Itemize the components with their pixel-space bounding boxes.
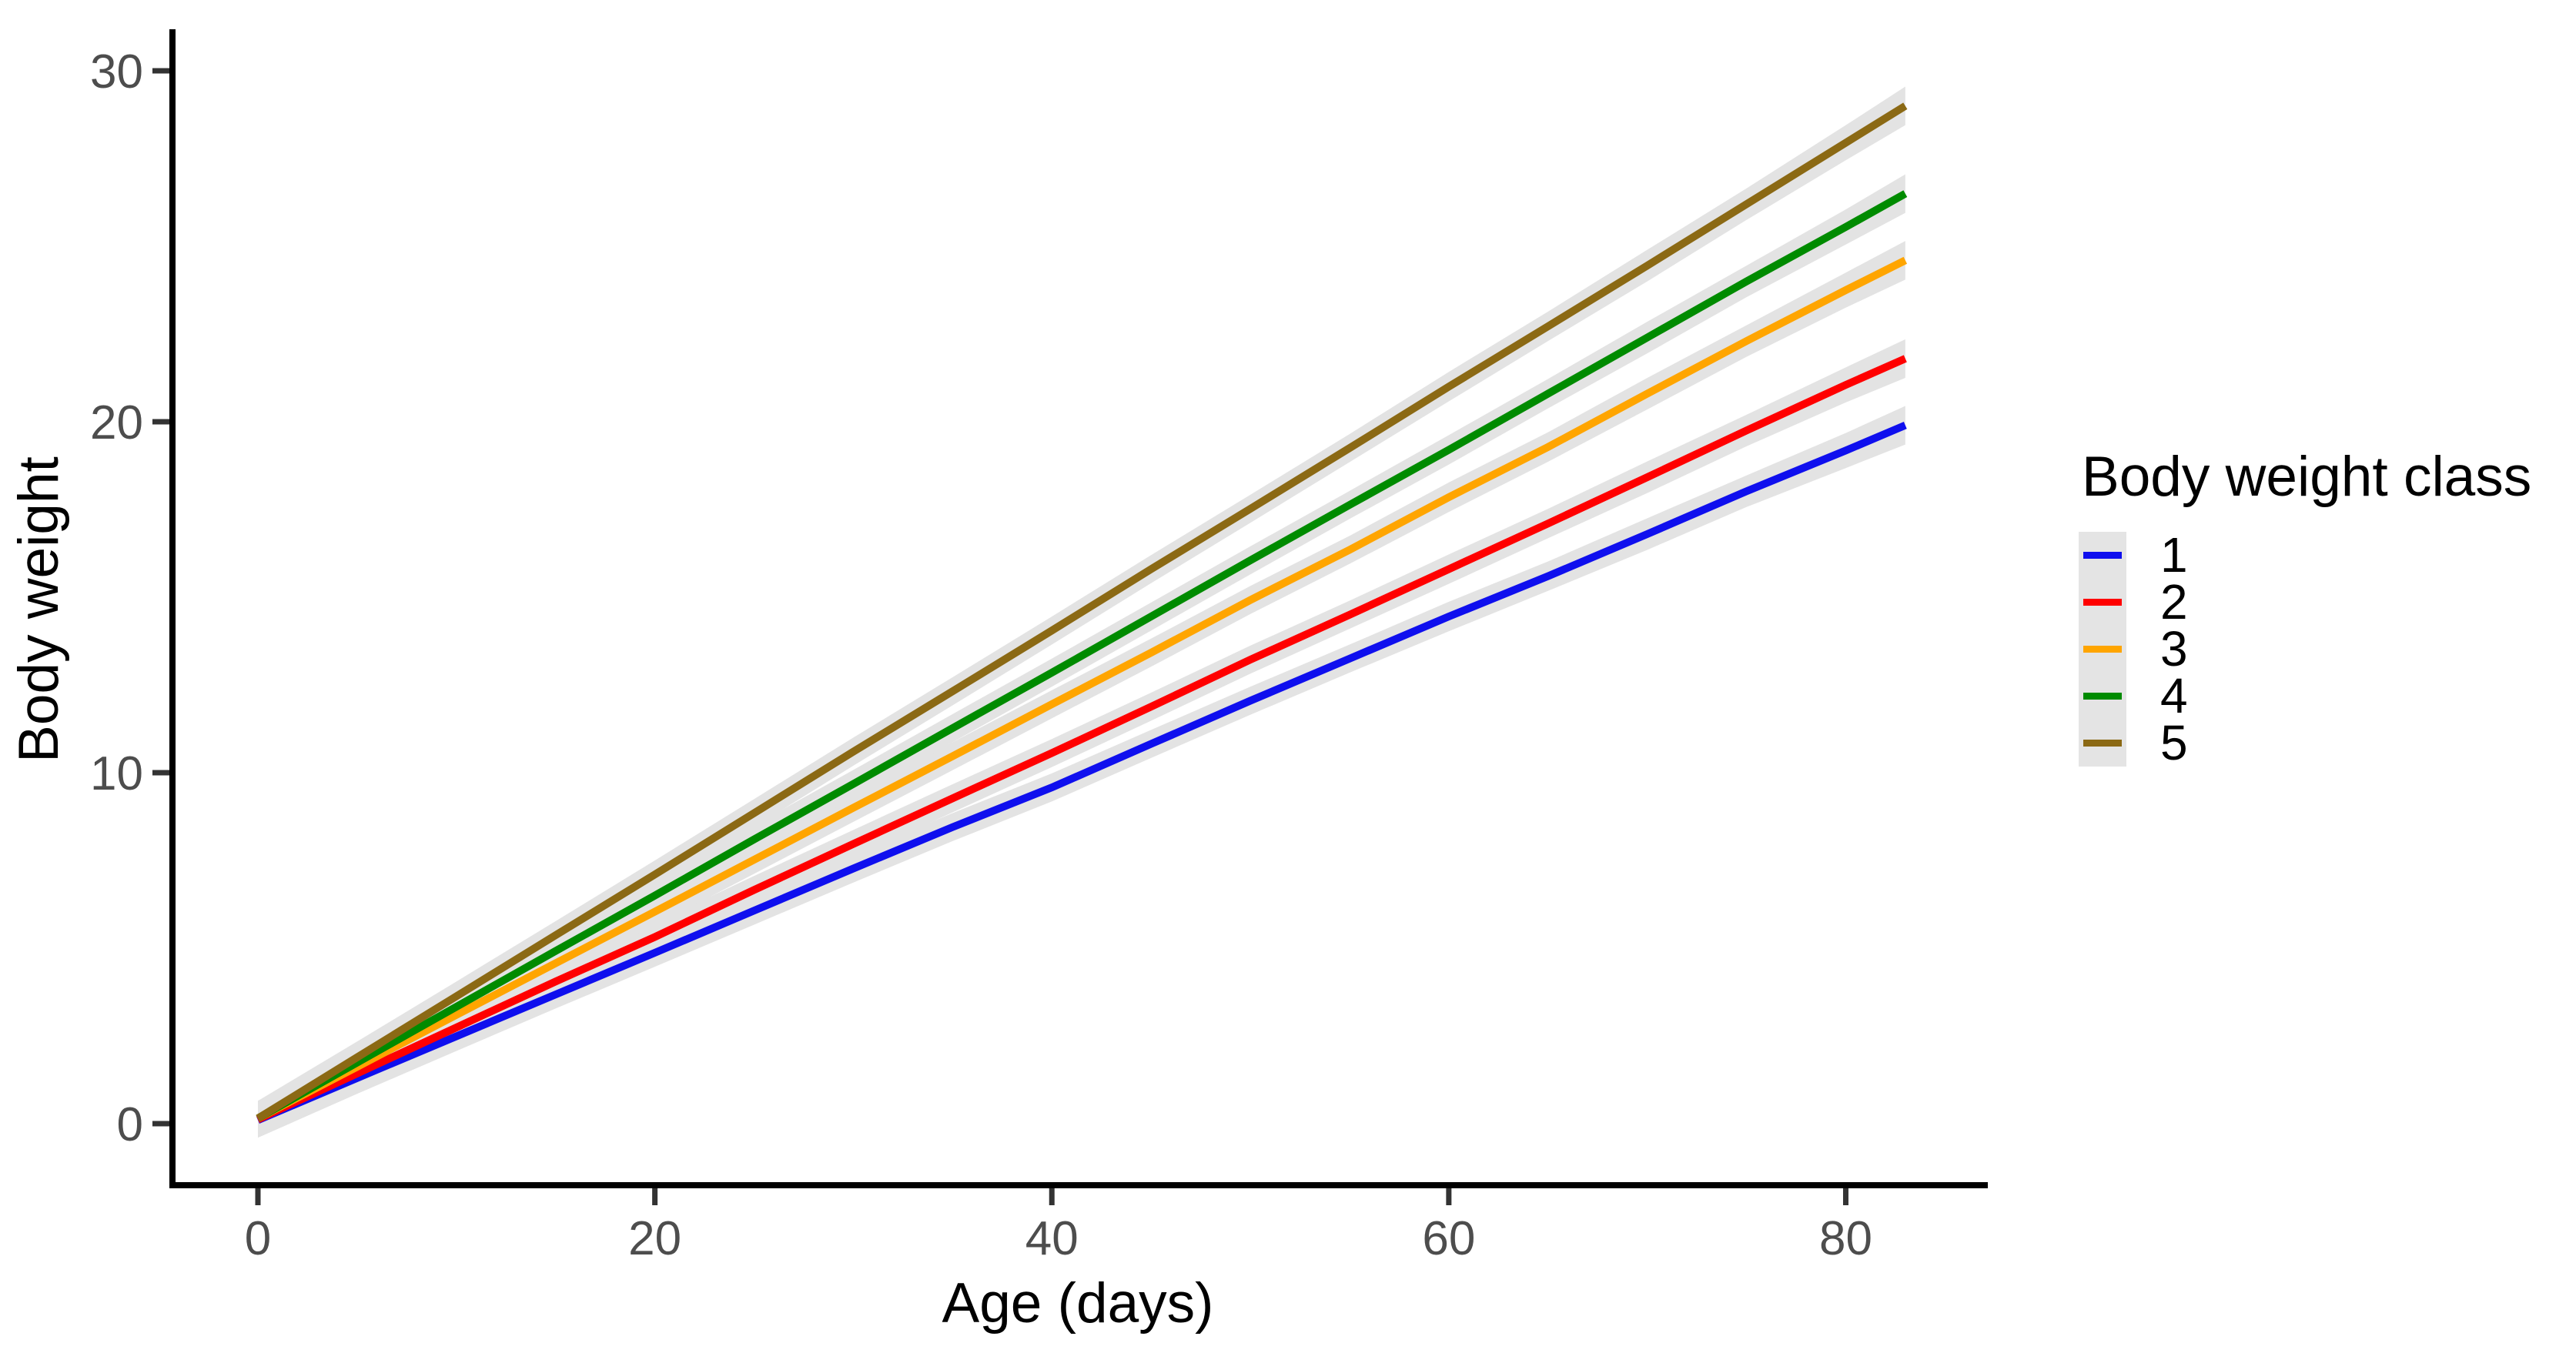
legend-title: Body weight class bbox=[2082, 446, 2532, 508]
y-tick-label-0: 0 bbox=[117, 1098, 143, 1151]
legend-item-1: 1 bbox=[2079, 527, 2531, 583]
legend-key-5 bbox=[2079, 720, 2126, 767]
legend-label-2: 2 bbox=[2160, 574, 2188, 630]
legend-label-4: 4 bbox=[2160, 668, 2188, 723]
legend-item-4: 4 bbox=[2079, 668, 2531, 723]
line-class-3 bbox=[256, 256, 1908, 1122]
legend-label-1: 1 bbox=[2160, 527, 2188, 583]
legend-key-1 bbox=[2079, 532, 2126, 579]
x-tick-label-80: 80 bbox=[1819, 1212, 1872, 1265]
line-class-4 bbox=[256, 190, 1908, 1122]
line-class-1 bbox=[256, 421, 1907, 1124]
series-lines bbox=[256, 102, 1908, 1124]
line-class-5 bbox=[256, 102, 1908, 1122]
legend-item-3: 3 bbox=[2079, 621, 2531, 676]
legend-key-4 bbox=[2079, 673, 2126, 720]
x-tick-label-20: 20 bbox=[628, 1212, 681, 1265]
legend-swatch-2 bbox=[2083, 599, 2122, 606]
x-tick-label-0: 0 bbox=[245, 1212, 271, 1265]
x-axis-ticks: 0 20 40 60 80 bbox=[245, 1188, 1872, 1265]
y-axis-title: Body weight bbox=[8, 456, 70, 763]
legend-key-3 bbox=[2079, 626, 2126, 673]
legend-swatch-4 bbox=[2083, 693, 2122, 700]
legend-swatch-3 bbox=[2083, 646, 2122, 653]
line-class-2 bbox=[256, 355, 1907, 1124]
y-tick-label-10: 10 bbox=[90, 747, 143, 800]
legend-item-5: 5 bbox=[2079, 715, 2531, 770]
y-tick-label-30: 30 bbox=[90, 45, 143, 99]
x-tick-label-40: 40 bbox=[1025, 1212, 1079, 1265]
legend-label-3: 3 bbox=[2160, 621, 2188, 676]
y-axis-ticks: 0 10 20 30 bbox=[90, 45, 169, 1151]
legend-item-2: 2 bbox=[2079, 574, 2531, 630]
legend-swatch-5 bbox=[2083, 740, 2122, 747]
legend-key-2 bbox=[2079, 579, 2126, 626]
y-tick-label-20: 20 bbox=[90, 396, 143, 449]
legend-label-5: 5 bbox=[2160, 715, 2188, 770]
x-tick-label-60: 60 bbox=[1422, 1212, 1475, 1265]
x-axis-title: Age (days) bbox=[942, 1272, 1214, 1335]
legend-swatch-1 bbox=[2083, 552, 2122, 559]
